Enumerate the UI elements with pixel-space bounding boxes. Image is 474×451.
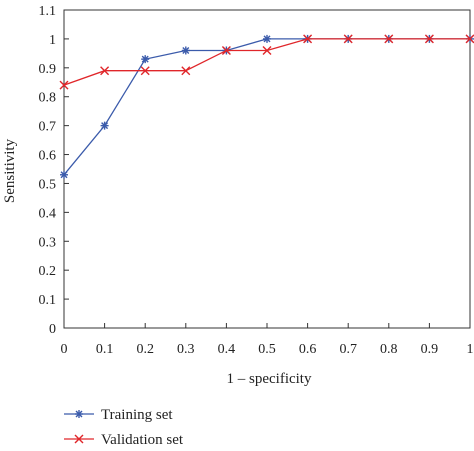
y-tick-label: 0.8 bbox=[39, 91, 57, 106]
legend-item: Training set bbox=[64, 407, 173, 423]
legend-item: Validation set bbox=[64, 432, 184, 448]
x-tick-label: 1 bbox=[467, 342, 474, 357]
data-point bbox=[100, 66, 110, 76]
y-tick-label: 1.1 bbox=[39, 4, 57, 19]
plot-frame bbox=[63, 9, 471, 329]
y-tick-label: 0.9 bbox=[39, 62, 57, 77]
y-tick-label: 0.5 bbox=[39, 177, 57, 192]
y-axis-title: Sensitivity bbox=[2, 138, 18, 203]
x-tick-label: 0.3 bbox=[177, 342, 195, 357]
x-tick-label: 0.9 bbox=[421, 342, 439, 357]
data-point bbox=[384, 34, 394, 44]
legend-label: Training set bbox=[101, 407, 173, 423]
legend: Training set Validation set bbox=[64, 407, 184, 448]
y-tick-label: 0.4 bbox=[39, 206, 57, 221]
data-point bbox=[140, 66, 150, 76]
data-point bbox=[262, 45, 272, 55]
y-tick-label: 0.6 bbox=[39, 149, 57, 164]
x-tick-label: 0 bbox=[61, 342, 68, 357]
x-axis: 0 0.1 0.2 0.3 0.4 0.5 0.6 0.7 0.8 0.9 1 bbox=[61, 323, 474, 357]
x-tick-label: 0.6 bbox=[299, 342, 317, 357]
series-layer bbox=[59, 34, 474, 179]
data-point bbox=[60, 170, 68, 179]
x-tick-label: 0.4 bbox=[218, 342, 236, 357]
y-tick-label: 0.7 bbox=[39, 120, 57, 135]
data-point bbox=[181, 46, 190, 55]
series-line bbox=[63, 38, 470, 176]
x-tick-label: 0.7 bbox=[339, 342, 357, 357]
x-tick-label: 0.5 bbox=[258, 342, 276, 357]
series-validation bbox=[59, 34, 474, 90]
data-point bbox=[343, 34, 353, 44]
data-point bbox=[424, 34, 434, 44]
x-axis-title: 1 – specificity bbox=[227, 371, 312, 387]
data-point bbox=[100, 121, 109, 130]
series-line bbox=[63, 38, 470, 86]
legend-marker bbox=[74, 434, 84, 444]
y-tick-label: 0.2 bbox=[39, 264, 57, 279]
data-point bbox=[181, 66, 191, 76]
y-tick-label: 0.1 bbox=[39, 293, 57, 308]
y-tick-label: 1 bbox=[49, 33, 56, 48]
data-point bbox=[465, 34, 474, 44]
y-tick-label: 0.3 bbox=[39, 235, 57, 250]
data-point bbox=[221, 45, 231, 55]
y-tick-label: 0 bbox=[49, 322, 56, 337]
data-point bbox=[141, 55, 150, 64]
legend-label: Validation set bbox=[101, 432, 184, 448]
legend-marker bbox=[75, 410, 83, 418]
x-tick-label: 0.2 bbox=[136, 342, 154, 357]
x-tick-label: 0.8 bbox=[380, 342, 398, 357]
y-axis: 0 0.1 0.2 0.3 0.4 0.5 0.6 0.7 0.8 0.9 1 1.1 bbox=[39, 4, 69, 337]
data-point bbox=[59, 80, 69, 90]
data-point bbox=[303, 34, 313, 44]
data-point bbox=[263, 34, 271, 43]
series-training bbox=[60, 34, 474, 179]
x-tick-label: 0.1 bbox=[96, 342, 114, 357]
plot-area bbox=[63, 9, 471, 329]
